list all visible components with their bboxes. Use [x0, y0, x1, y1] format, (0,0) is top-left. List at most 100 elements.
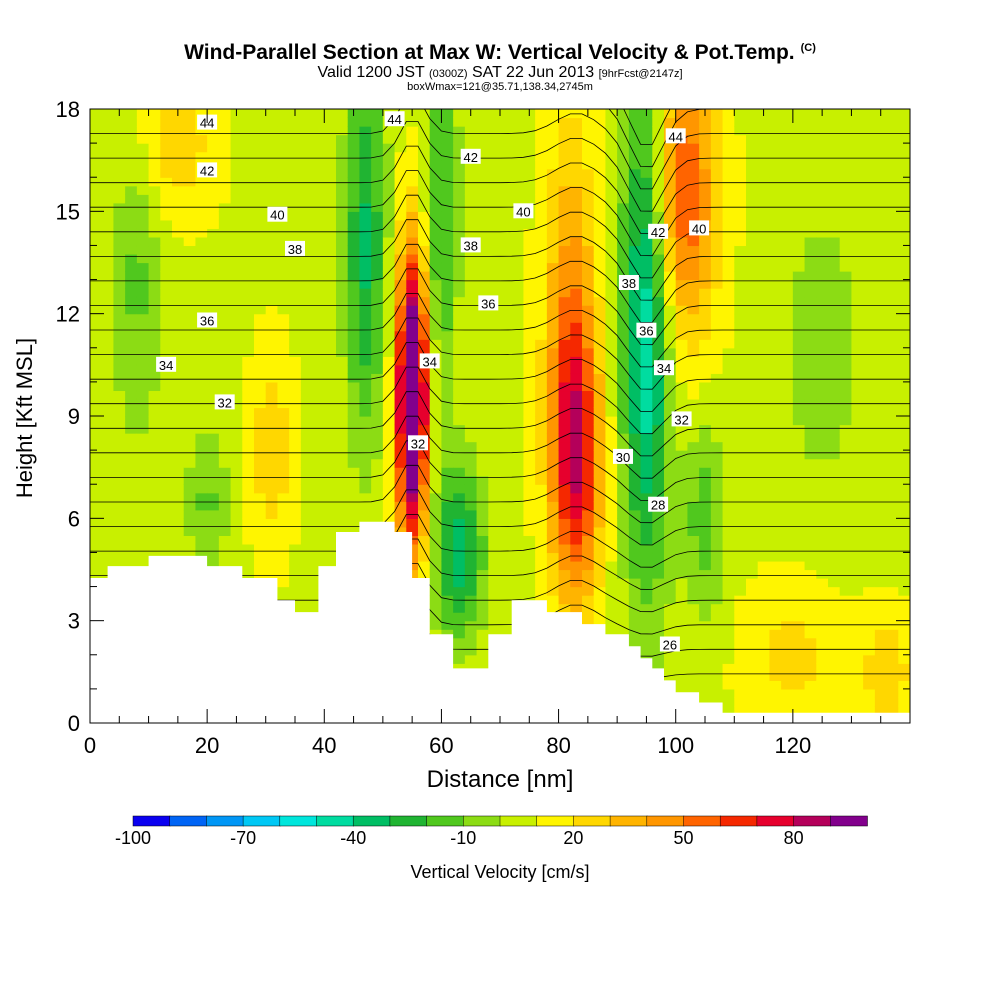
w-cell [722, 467, 735, 477]
w-cell [148, 339, 161, 349]
w-cell [382, 143, 396, 153]
w-cell [781, 441, 794, 451]
w-cell [300, 185, 314, 195]
w-cell [523, 219, 536, 229]
w-cell [863, 109, 876, 119]
w-cell [453, 535, 466, 545]
w-cell [628, 458, 642, 468]
w-cell [664, 620, 677, 630]
w-cell [828, 620, 841, 630]
w-cell [230, 296, 243, 306]
w-cell [769, 296, 782, 306]
w-cell [136, 526, 150, 536]
w-cell [757, 407, 771, 417]
w-cell [570, 535, 583, 545]
w-cell [570, 603, 583, 613]
w-cell [371, 381, 384, 392]
w-cell [125, 484, 138, 494]
w-cell [148, 279, 161, 289]
w-cell [90, 390, 103, 400]
w-cell [230, 390, 243, 400]
w-cell [757, 160, 771, 170]
w-cell [558, 433, 571, 443]
w-cell [570, 322, 583, 332]
w-cell [207, 185, 220, 195]
w-cell [828, 126, 841, 136]
w-cell [418, 245, 431, 255]
w-cell [101, 373, 115, 383]
w-cell [136, 185, 150, 195]
w-cell [722, 339, 735, 349]
w-cell [183, 134, 197, 144]
w-cell [441, 339, 454, 349]
w-cell [90, 228, 103, 238]
w-cell [640, 288, 653, 298]
w-cell [371, 168, 384, 178]
w-cell [289, 373, 302, 383]
w-cell [429, 185, 443, 195]
w-cell [336, 467, 349, 477]
w-cell [535, 398, 548, 409]
w-cell [593, 177, 607, 187]
w-cell [886, 688, 899, 699]
w-cell [312, 424, 325, 434]
w-cell [429, 151, 443, 161]
w-cell [558, 194, 571, 204]
w-cell [359, 134, 372, 144]
w-cell [125, 552, 138, 562]
w-cell [710, 663, 724, 673]
w-cell [394, 253, 407, 264]
w-cell [769, 586, 782, 596]
w-cell [699, 117, 712, 127]
w-cell [523, 484, 536, 494]
w-cell [816, 296, 829, 306]
w-cell [300, 211, 314, 221]
w-cell [816, 646, 829, 656]
w-cell [242, 475, 255, 485]
w-cell [90, 185, 103, 195]
w-cell [570, 390, 583, 400]
w-cell [429, 288, 443, 298]
w-cell [757, 646, 771, 656]
w-cell [394, 262, 407, 272]
w-cell [640, 339, 653, 349]
w-cell [90, 356, 103, 366]
w-cell [500, 578, 513, 588]
w-cell [546, 518, 560, 528]
w-cell [406, 339, 419, 349]
w-cell [558, 518, 571, 528]
w-cell [664, 552, 677, 562]
w-cell [160, 535, 173, 545]
w-cell [582, 501, 595, 511]
w-cell [535, 279, 548, 289]
w-cell [172, 228, 185, 238]
w-cell [617, 595, 630, 605]
w-cell [500, 620, 513, 630]
w-cell [464, 535, 478, 545]
w-cell [710, 552, 724, 562]
w-cell [230, 305, 243, 315]
w-cell [183, 245, 197, 255]
w-cell [582, 433, 595, 443]
w-cell [148, 364, 161, 374]
w-cell [347, 151, 361, 161]
w-cell [300, 134, 314, 144]
w-cell [722, 245, 735, 255]
w-cell [839, 467, 853, 477]
w-cell [347, 347, 361, 357]
w-cell [324, 339, 337, 349]
w-cell [582, 467, 595, 477]
w-cell [652, 253, 665, 264]
w-cell [183, 390, 197, 400]
w-cell [687, 143, 700, 153]
w-cell [300, 347, 314, 357]
w-cell [453, 416, 466, 426]
w-cell [886, 416, 899, 426]
w-cell [558, 484, 571, 494]
w-cell [757, 424, 771, 434]
w-cell [218, 288, 232, 298]
w-cell [769, 416, 782, 426]
w-cell [734, 219, 747, 229]
w-cell [664, 518, 677, 528]
w-cell [652, 177, 665, 187]
